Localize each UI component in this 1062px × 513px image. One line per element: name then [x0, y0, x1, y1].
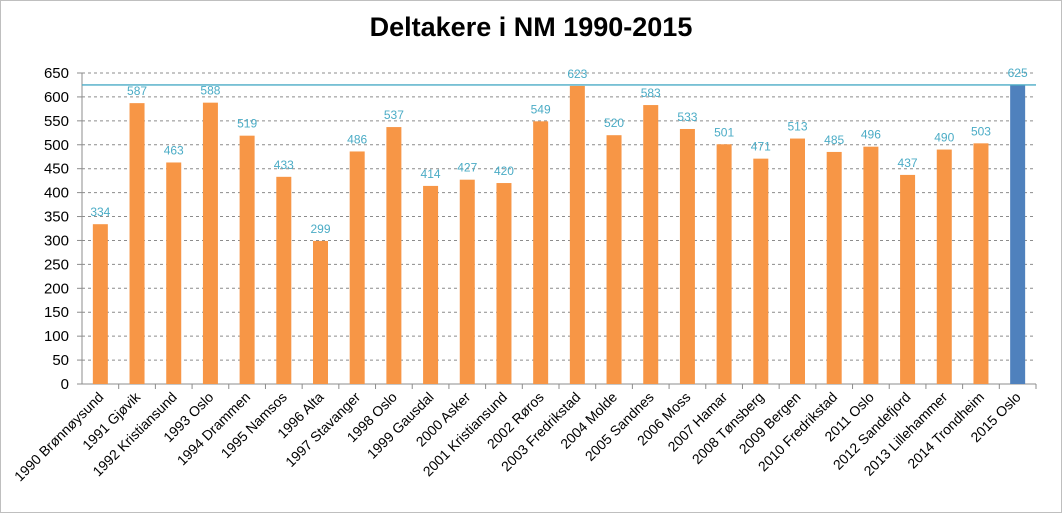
- data-label: 486: [347, 132, 367, 146]
- bar: [496, 183, 512, 384]
- data-label: 533: [677, 110, 697, 124]
- data-label: 583: [641, 86, 661, 100]
- gridlines: [82, 72, 1036, 361]
- y-tick-label: 350: [44, 209, 69, 226]
- data-label: 485: [824, 133, 844, 147]
- data-label: 549: [531, 102, 551, 116]
- bar: [679, 128, 695, 384]
- bar: [349, 151, 365, 384]
- data-label: 490: [934, 131, 954, 145]
- data-label: 588: [200, 84, 220, 98]
- data-label: 299: [310, 222, 330, 236]
- y-tick-label: 150: [44, 304, 69, 321]
- data-label: 420: [494, 164, 514, 178]
- data-label: 520: [604, 116, 624, 130]
- y-tick-label: 650: [44, 65, 69, 82]
- bar: [863, 146, 879, 384]
- bar: [459, 179, 475, 384]
- bar: [900, 174, 916, 384]
- bar: [92, 224, 108, 384]
- y-tick-label: 500: [44, 137, 69, 154]
- y-tick-label: 0: [61, 376, 69, 393]
- bar: [790, 138, 805, 384]
- bar: [313, 240, 328, 384]
- bar: [423, 185, 439, 384]
- bar: [129, 103, 145, 385]
- bar: [973, 143, 989, 384]
- bar: [1010, 84, 1026, 384]
- bar: [643, 105, 659, 385]
- data-label: 463: [164, 143, 184, 157]
- bar: [239, 135, 255, 384]
- data-label: 471: [751, 140, 771, 154]
- y-tick-label: 100: [44, 328, 69, 345]
- data-label: 519: [237, 117, 257, 131]
- bar: [716, 144, 732, 384]
- bar: [386, 127, 402, 384]
- y-tick-label: 400: [44, 185, 69, 202]
- bar: [606, 135, 622, 384]
- data-label: 437: [898, 156, 918, 170]
- y-tick-label: 250: [44, 256, 69, 273]
- data-label: 501: [714, 125, 734, 139]
- bar: [276, 176, 292, 384]
- y-tick-label: 600: [44, 89, 69, 106]
- y-tick-label: 50: [52, 352, 69, 369]
- data-label: 496: [861, 128, 881, 142]
- data-label: 513: [787, 120, 807, 134]
- y-tick-label: 550: [44, 113, 69, 130]
- data-label: 623: [567, 67, 587, 81]
- y-tick-label: 300: [44, 232, 69, 249]
- bar: [202, 102, 218, 384]
- data-label: 414: [421, 167, 441, 181]
- bar: [533, 121, 549, 384]
- y-tick-label: 200: [44, 280, 69, 297]
- data-label: 503: [971, 124, 991, 138]
- bar: [826, 151, 842, 384]
- bar: [753, 158, 769, 384]
- chart-title: Deltakere i NM 1990-2015: [369, 12, 693, 42]
- data-label: 433: [274, 158, 294, 172]
- data-label: 537: [384, 108, 404, 122]
- data-label: 625: [1008, 66, 1028, 80]
- data-label: 334: [90, 205, 110, 219]
- data-labels: 334 587 463 588 519 433 299 486 537 414 427 420 549 6…: [90, 66, 1028, 236]
- data-label: 427: [457, 161, 477, 175]
- data-label: 587: [127, 84, 147, 98]
- bar: [569, 85, 585, 385]
- bar: [166, 162, 182, 384]
- y-tick-label: 450: [44, 161, 69, 178]
- bar: [936, 149, 952, 384]
- bars: [92, 84, 1026, 385]
